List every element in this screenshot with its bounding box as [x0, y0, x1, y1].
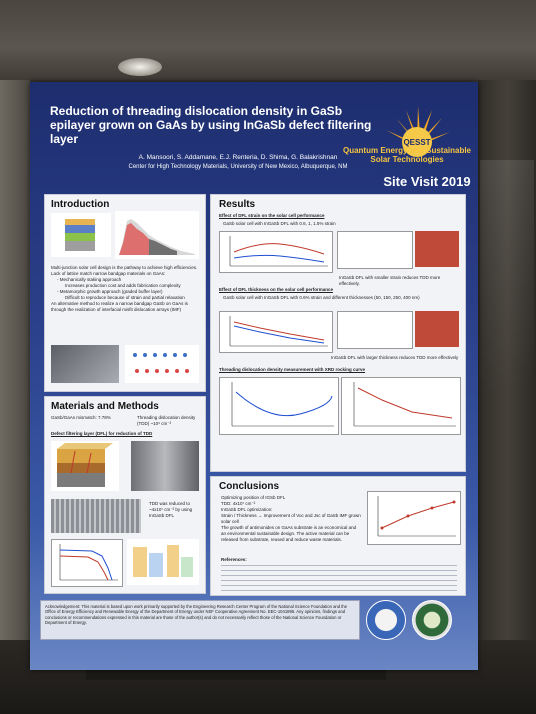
tem-cross-section-image — [51, 499, 141, 533]
nsf-logo — [366, 600, 406, 640]
conclusion-bullet: TDD: 4x10⁷ cm⁻² — [221, 501, 256, 506]
solar-spectrum-chart — [115, 211, 199, 259]
strain-conclusion: InGaSb DFL with smaller strain reduces T… — [339, 275, 441, 286]
thickness-equation — [337, 311, 413, 349]
conclusion-bullet: Optimizing position of IGSb DFL — [221, 495, 286, 500]
materials-panel: Materials and Methods GaSb/GaAs mismatch… — [44, 396, 206, 594]
intro-bullet: Multi-junction solar cell design is the … — [51, 265, 198, 270]
ceiling-light — [118, 58, 162, 76]
xrd-heading: Threading dislocation density measuremen… — [219, 367, 366, 372]
conclusions-heading: Conclusions — [219, 481, 280, 492]
thickness-tdd-chart — [219, 311, 333, 353]
tdd-text: Threading dislocation density (TDD) ~10⁹… — [137, 415, 196, 426]
dfl-heading: Defect filtering layer (DFL) for reducti… — [51, 431, 153, 436]
references-list — [221, 565, 457, 591]
conclusion-bullet: The growth of antimonides on GaAs substr… — [221, 525, 357, 542]
results-heading: Results — [219, 199, 256, 210]
glass-reflection — [480, 160, 534, 540]
tdd-reduced-text: TDD was reduced to ~4x10⁷ cm⁻² by using … — [149, 501, 193, 518]
ceiling — [0, 0, 536, 80]
thickness-text: GaSb solar cell with InGaSb DFL with 0.6… — [223, 295, 420, 300]
mismatch-text: GaSb/GaAs mismatch: 7.78% — [51, 415, 111, 420]
poster-authors: A. Mansoori, S. Addamane, E.J. Renteria,… — [138, 154, 338, 161]
intro-bullet: An alternative method to realize a narro… — [51, 301, 188, 312]
doe-seal — [412, 600, 452, 640]
intro-text: Multi-junction solar cell design is the … — [51, 265, 199, 313]
research-poster: Reduction of threading dislocation densi… — [30, 82, 478, 670]
conclusions-panel: Conclusions Optimizing position of IGSb … — [210, 476, 466, 596]
atomic-arrangement-figure — [125, 345, 199, 383]
poster-title: Reduction of threading dislocation densi… — [50, 104, 372, 146]
introduction-heading: Introduction — [51, 199, 110, 210]
thickness-conclusion: InGaSb DFL with larger thickness reduces… — [331, 355, 459, 360]
intro-bullet: Lack of lattice match narrow bandgap mat… — [51, 271, 166, 276]
dfl-layer-diagram — [51, 441, 119, 491]
strain-structure-diagram — [415, 231, 459, 267]
tem-image — [51, 345, 119, 383]
qesst-logo: QESST — [386, 106, 450, 157]
poster-stand — [86, 670, 386, 680]
solar-cell-diagram — [51, 213, 111, 257]
intro-bullet: Difficult to reproduce because of strain… — [65, 295, 185, 300]
thickness-structure-diagram — [415, 311, 459, 347]
xrd-caption — [219, 439, 459, 465]
strain-text: GaSb solar cell with InGaSb DFL with 0.6… — [223, 221, 336, 226]
iv-curve-chart — [51, 539, 123, 587]
introduction-panel: Introduction Multi-junction solar cell d… — [44, 194, 206, 392]
intro-bullet: - Metamorphic growth approach (graded bu… — [57, 289, 163, 294]
references-heading: References: — [221, 557, 247, 562]
acknowledgement-box: Acknowledgement: This material is based … — [40, 600, 360, 640]
xrd-thickness-chart — [341, 377, 461, 435]
conclusion-bullet: InGaSb DFL optimization: — [221, 507, 273, 512]
thickness-heading: Effect of DFL thickness on the solar cel… — [219, 287, 333, 292]
acknowledgement-text: Acknowledgement: This material is based … — [45, 604, 348, 626]
band-alignment-diagram — [127, 539, 199, 585]
conclusions-text: Optimizing position of IGSb DFL TDD: 4x1… — [221, 495, 361, 543]
conclusion-bullet: Strain / Thickness → Improvement of Voc … — [221, 513, 361, 524]
strain-equation — [337, 231, 413, 269]
site-visit-label: Site Visit 2019 — [383, 174, 471, 189]
results-panel: Results Effect of DFL strain on the sola… — [210, 194, 466, 472]
materials-heading: Materials and Methods — [51, 401, 159, 412]
poster-affiliation: Center for High Technology Materials, Un… — [128, 164, 348, 170]
glass-wall-right — [478, 80, 536, 714]
strain-tdd-chart — [219, 231, 333, 273]
logo-caption: Quantum Energy and Sustainable Solar Tec… — [342, 146, 472, 164]
svg-text:QESST: QESST — [403, 138, 430, 147]
haadf-stem-image — [131, 441, 199, 491]
wall-left — [0, 80, 30, 714]
xrd-strain-chart — [219, 377, 339, 435]
intro-bullet: - Mechanically staking approach — [57, 277, 122, 282]
intro-bullet: Increases production cost and adds fabri… — [65, 283, 181, 288]
conclusion-tdd-chart — [367, 491, 461, 545]
strain-heading: Effect of DFL strain on the solar cell p… — [219, 213, 325, 218]
